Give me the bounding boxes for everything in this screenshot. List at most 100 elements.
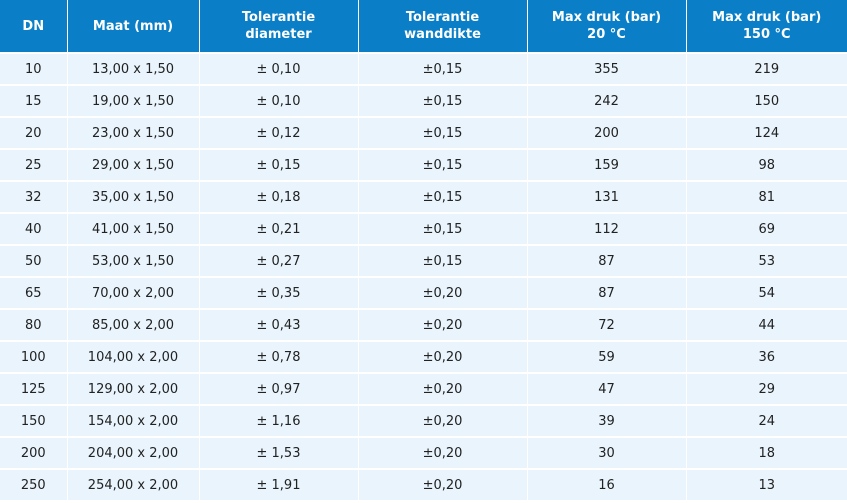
cell-max-druk-20: 59	[527, 340, 687, 373]
cell-tolerantie-diameter: ± 0,78	[199, 340, 359, 373]
cell-maat: 254,00 x 2,00	[67, 468, 200, 500]
cell-dn: 20	[0, 116, 68, 149]
cell-max-druk-20: 87	[527, 276, 687, 309]
cell-maat: 204,00 x 2,00	[67, 436, 200, 469]
cell-tolerantie-wanddikte: ±0,20	[358, 436, 528, 469]
cell-max-druk-20: 112	[527, 212, 687, 245]
cell-max-druk-150: 81	[686, 180, 847, 213]
header-maat: Maat (mm)	[67, 0, 200, 53]
table-row: 125 129,00 x 2,00 ± 0,97 ±0,20 47 29	[0, 372, 847, 405]
cell-max-druk-150: 13	[686, 468, 847, 500]
table-row: 25 29,00 x 1,50 ± 0,15 ±0,15 159 98	[0, 148, 847, 181]
cell-maat: 154,00 x 2,00	[67, 404, 200, 437]
cell-tolerantie-wanddikte: ±0,20	[358, 372, 528, 405]
header-tolerantie-wanddikte: Tolerantie wanddikte	[358, 0, 528, 53]
cell-max-druk-150: 24	[686, 404, 847, 437]
cell-tolerantie-wanddikte: ±0,15	[358, 180, 528, 213]
cell-tolerantie-wanddikte: ±0,20	[358, 276, 528, 309]
cell-maat: 23,00 x 1,50	[67, 116, 200, 149]
cell-max-druk-150: 150	[686, 84, 847, 117]
cell-tolerantie-diameter: ± 1,16	[199, 404, 359, 437]
header-row: DN Maat (mm) Tolerantie diameter Toleran…	[0, 0, 847, 53]
cell-maat: 35,00 x 1,50	[67, 180, 200, 213]
cell-tolerantie-diameter: ± 0,43	[199, 308, 359, 341]
table-header: DN Maat (mm) Tolerantie diameter Toleran…	[0, 0, 847, 53]
cell-tolerantie-wanddikte: ±0,15	[358, 148, 528, 181]
table-row: 15 19,00 x 1,50 ± 0,10 ±0,15 242 150	[0, 84, 847, 117]
cell-max-druk-20: 16	[527, 468, 687, 500]
cell-tolerantie-wanddikte: ±0,20	[358, 468, 528, 500]
cell-dn: 100	[0, 340, 68, 373]
table-row: 65 70,00 x 2,00 ± 0,35 ±0,20 87 54	[0, 276, 847, 309]
table-row: 20 23,00 x 1,50 ± 0,12 ±0,15 200 124	[0, 116, 847, 149]
cell-max-druk-20: 72	[527, 308, 687, 341]
table-body: 10 13,00 x 1,50 ± 0,10 ±0,15 355 219 15 19,00 x…	[0, 52, 847, 500]
cell-dn: 40	[0, 212, 68, 245]
cell-max-druk-150: 53	[686, 244, 847, 277]
header-max-druk-150: Max druk (bar) 150 °C	[686, 0, 847, 53]
cell-maat: 85,00 x 2,00	[67, 308, 200, 341]
cell-max-druk-150: 69	[686, 212, 847, 245]
table-row: 40 41,00 x 1,50 ± 0,21 ±0,15 112 69	[0, 212, 847, 245]
cell-max-druk-20: 355	[527, 52, 687, 85]
cell-tolerantie-wanddikte: ±0,15	[358, 212, 528, 245]
cell-tolerantie-diameter: ± 0,35	[199, 276, 359, 309]
cell-tolerantie-wanddikte: ±0,20	[358, 308, 528, 341]
cell-max-druk-150: 18	[686, 436, 847, 469]
table-row: 50 53,00 x 1,50 ± 0,27 ±0,15 87 53	[0, 244, 847, 277]
cell-max-druk-20: 131	[527, 180, 687, 213]
cell-max-druk-20: 47	[527, 372, 687, 405]
cell-max-druk-150: 29	[686, 372, 847, 405]
header-max-druk-20: Max druk (bar) 20 °C	[527, 0, 687, 53]
table-row: 80 85,00 x 2,00 ± 0,43 ±0,20 72 44	[0, 308, 847, 341]
table-row: 100 104,00 x 2,00 ± 0,78 ±0,20 59 36	[0, 340, 847, 373]
cell-dn: 200	[0, 436, 68, 469]
cell-tolerantie-diameter: ± 0,18	[199, 180, 359, 213]
cell-dn: 125	[0, 372, 68, 405]
cell-tolerantie-wanddikte: ±0,15	[358, 52, 528, 85]
cell-maat: 53,00 x 1,50	[67, 244, 200, 277]
cell-tolerantie-diameter: ± 0,10	[199, 84, 359, 117]
cell-tolerantie-wanddikte: ±0,20	[358, 340, 528, 373]
cell-tolerantie-diameter: ± 1,91	[199, 468, 359, 500]
cell-dn: 32	[0, 180, 68, 213]
cell-tolerantie-diameter: ± 1,53	[199, 436, 359, 469]
cell-tolerantie-diameter: ± 0,21	[199, 212, 359, 245]
cell-tolerantie-wanddikte: ±0,15	[358, 84, 528, 117]
cell-dn: 150	[0, 404, 68, 437]
cell-maat: 41,00 x 1,50	[67, 212, 200, 245]
cell-dn: 250	[0, 468, 68, 500]
cell-tolerantie-wanddikte: ±0,15	[358, 116, 528, 149]
table-row: 150 154,00 x 2,00 ± 1,16 ±0,20 39 24	[0, 404, 847, 437]
cell-tolerantie-wanddikte: ±0,20	[358, 404, 528, 437]
cell-max-druk-20: 39	[527, 404, 687, 437]
table-row: 10 13,00 x 1,50 ± 0,10 ±0,15 355 219	[0, 52, 847, 85]
cell-max-druk-20: 159	[527, 148, 687, 181]
cell-maat: 29,00 x 1,50	[67, 148, 200, 181]
cell-max-druk-150: 124	[686, 116, 847, 149]
header-tolerantie-diameter: Tolerantie diameter	[199, 0, 359, 53]
cell-max-druk-150: 219	[686, 52, 847, 85]
cell-maat: 70,00 x 2,00	[67, 276, 200, 309]
cell-tolerantie-diameter: ± 0,10	[199, 52, 359, 85]
cell-dn: 10	[0, 52, 68, 85]
cell-max-druk-150: 44	[686, 308, 847, 341]
cell-tolerantie-diameter: ± 0,15	[199, 148, 359, 181]
cell-dn: 50	[0, 244, 68, 277]
cell-max-druk-150: 54	[686, 276, 847, 309]
cell-dn: 15	[0, 84, 68, 117]
cell-max-druk-150: 98	[686, 148, 847, 181]
cell-tolerantie-diameter: ± 0,12	[199, 116, 359, 149]
cell-maat: 104,00 x 2,00	[67, 340, 200, 373]
cell-max-druk-20: 87	[527, 244, 687, 277]
cell-tolerantie-diameter: ± 0,97	[199, 372, 359, 405]
cell-max-druk-20: 242	[527, 84, 687, 117]
cell-max-druk-150: 36	[686, 340, 847, 373]
cell-maat: 13,00 x 1,50	[67, 52, 200, 85]
header-dn: DN	[0, 0, 68, 53]
cell-tolerantie-diameter: ± 0,27	[199, 244, 359, 277]
cell-dn: 65	[0, 276, 68, 309]
cell-max-druk-20: 200	[527, 116, 687, 149]
cell-dn: 25	[0, 148, 68, 181]
